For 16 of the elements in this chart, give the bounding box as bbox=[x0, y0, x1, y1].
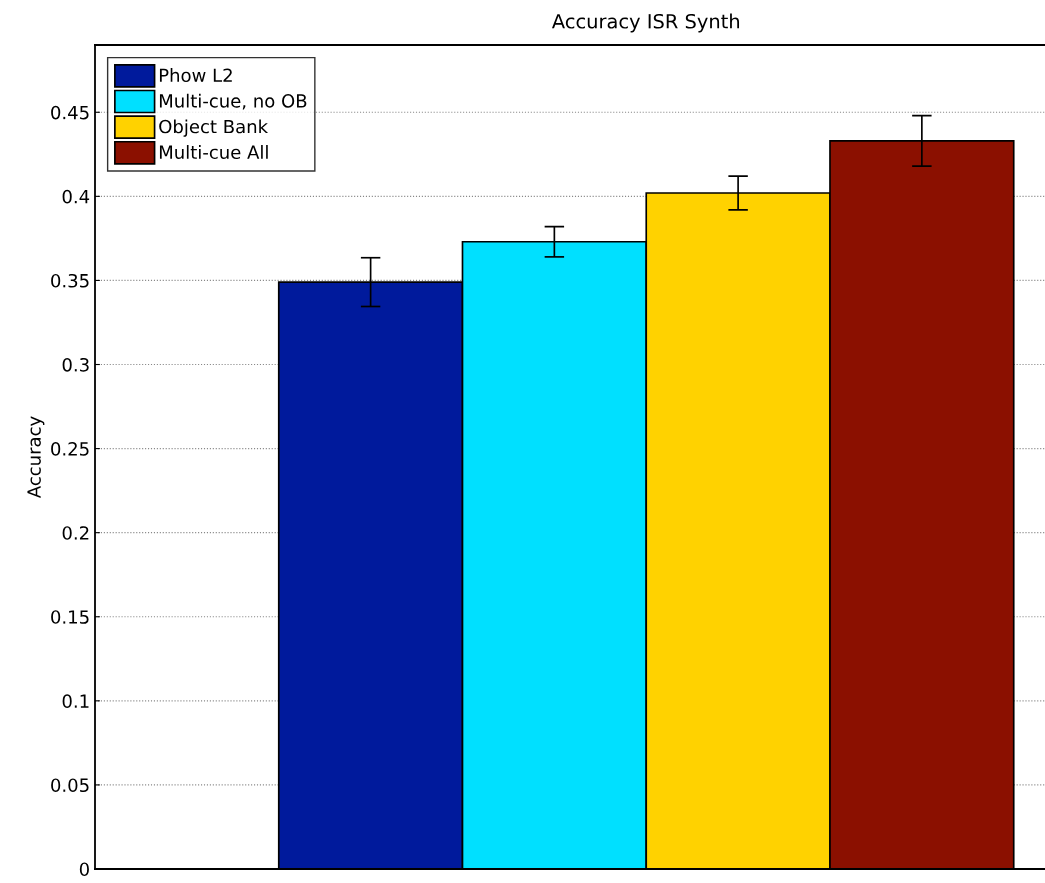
y-axis-title: Accuracy bbox=[27, 416, 45, 499]
y-tick-label: 0.4 bbox=[62, 189, 90, 204]
y-tick-label: 0 bbox=[79, 862, 89, 877]
y-tick-label: 0.1 bbox=[62, 694, 89, 708]
y-tick-label: 0.3 bbox=[62, 357, 89, 372]
chart-title: Accuracy ISR Synth bbox=[551, 13, 740, 33]
legend-label: Object Bank bbox=[159, 119, 269, 137]
y-tick-label: 0.05 bbox=[51, 778, 89, 793]
y-tick-label: 0.45 bbox=[51, 105, 89, 120]
y-tick-label: 0.15 bbox=[51, 610, 89, 624]
legend-label: Multi-cue, no OB bbox=[159, 93, 307, 110]
legend-label: Phow L2 bbox=[159, 68, 232, 83]
y-tick-label: 0.25 bbox=[51, 442, 89, 456]
y-tick-label: 0.2 bbox=[62, 526, 89, 540]
y-tick-label: 0.35 bbox=[51, 273, 89, 288]
legend-label: Multi-cue All bbox=[159, 145, 268, 160]
